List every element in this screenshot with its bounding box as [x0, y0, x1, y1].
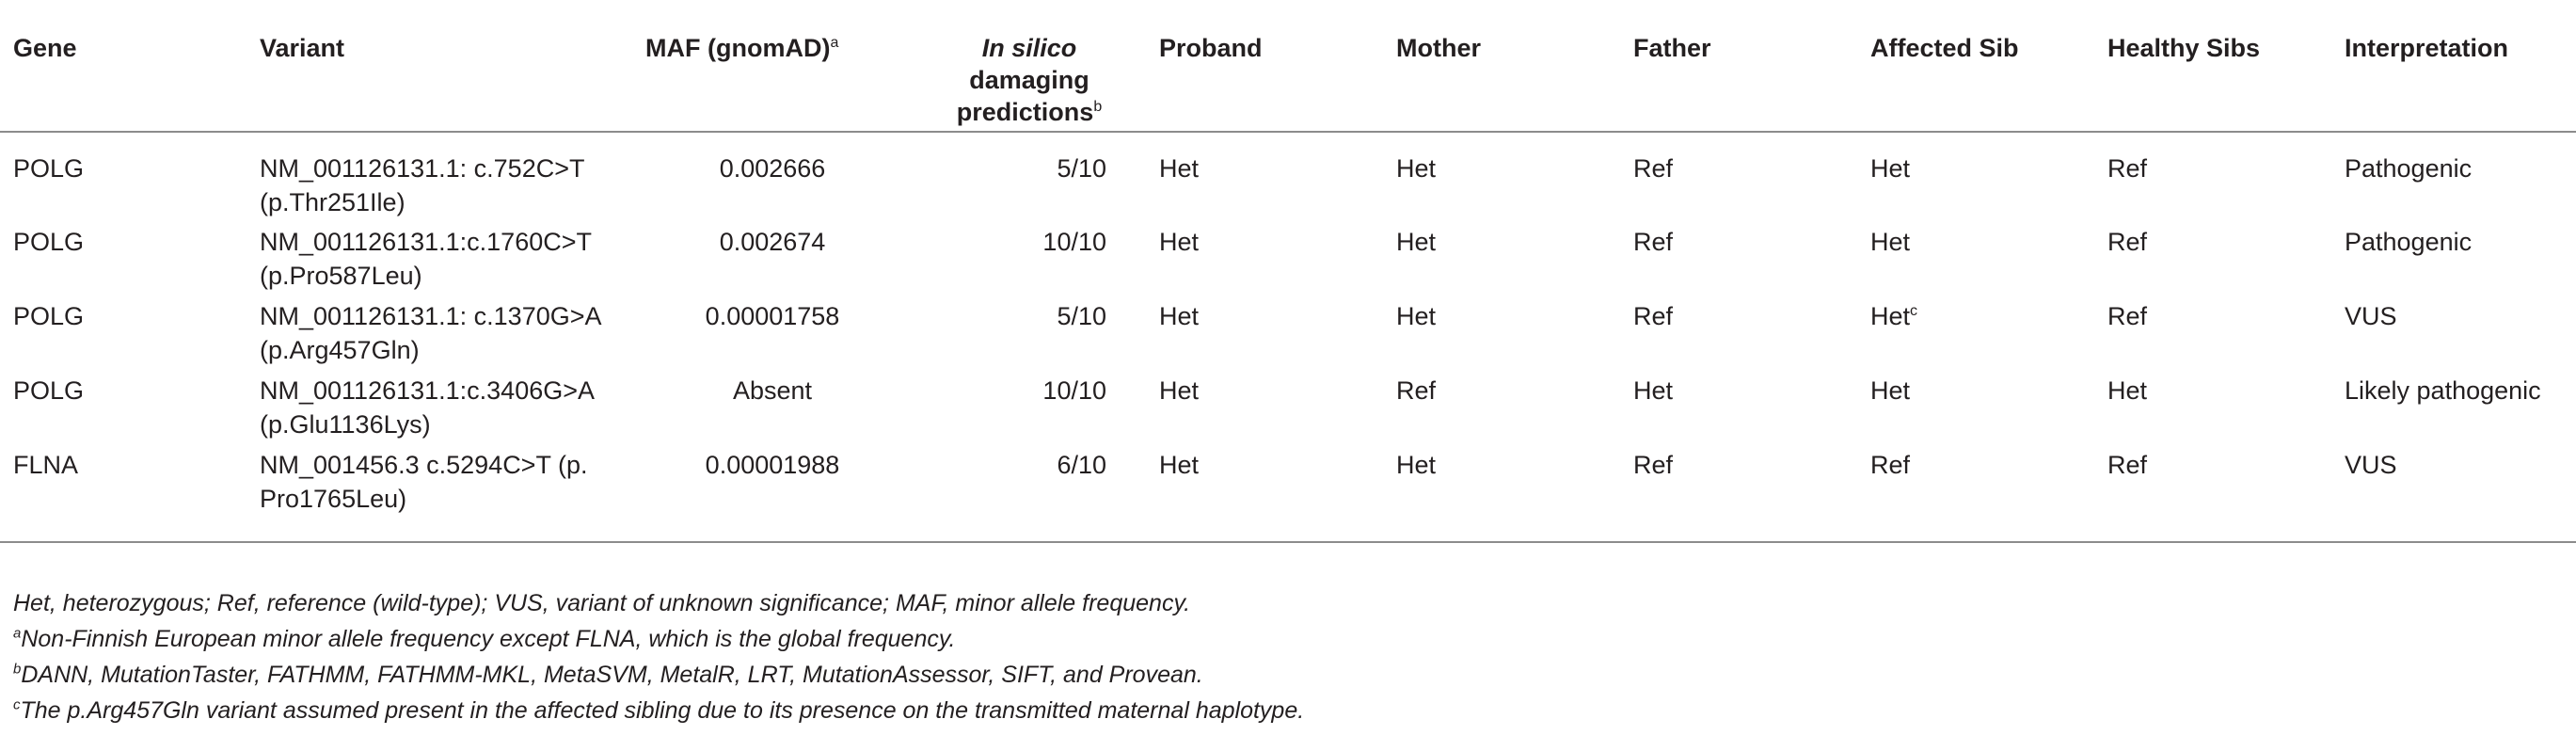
cell-proband: Het: [1159, 376, 1200, 405]
cell-affected-sib: Hetc: [1870, 302, 1918, 330]
table-row: POLG NM_001126131.1: c.752C>T (p.Thr251Il…: [0, 132, 2576, 225]
cell-mother: Het: [1396, 228, 1437, 256]
header-insilico-footnote-mark: b: [1093, 99, 1103, 115]
footnote-c: cThe p.Arg457Gln variant assumed present…: [13, 696, 1305, 724]
header-row: Gene Variant MAF (gnomAD)a In silico dam…: [0, 0, 2576, 133]
table-row: POLG NM_001126131.1:c.3406G>A (p.Glu1136L…: [0, 374, 2576, 448]
table-row: POLG NM_001126131.1:c.1760C>T (p.Pro587Le…: [0, 225, 2576, 299]
cell-insilico: 5/10: [1057, 302, 1106, 330]
cell-maf: 0.00001988: [645, 448, 899, 543]
cell-proband: Het: [1159, 302, 1200, 330]
cell-mother: Ref: [1396, 376, 1437, 405]
cell-insilico: 10/10: [1042, 228, 1106, 256]
cell-interpretation: Pathogenic: [2345, 228, 2473, 256]
cell-affected-sib: Ref: [1870, 448, 2107, 543]
cell-variant: NM_001126131.1:c.3406G>A (p.Glu1136Lys): [260, 376, 596, 439]
cell-healthy-sibs: Ref: [2107, 228, 2148, 256]
header-interpretation: Interpretation: [2345, 0, 2576, 133]
cell-father: Ref: [1633, 228, 1674, 256]
cell-affected-sib: Het: [1870, 228, 1911, 256]
cell-father: Ref: [1633, 302, 1674, 330]
cell-maf: Absent: [732, 376, 813, 405]
variants-table: Gene Variant MAF (gnomAD)a In silico dam…: [0, 0, 2576, 543]
cell-maf: 0.002674: [719, 228, 826, 256]
cell-variant: NM_001126131.1:c.1760C>T (p.Pro587Leu): [260, 228, 592, 290]
cell-father: Ref: [1633, 154, 1674, 183]
table-row: POLG NM_001126131.1: c.1370G>A (p.Arg457G…: [0, 299, 2576, 374]
cell-healthy-sibs: Ref: [2107, 302, 2148, 330]
cell-interpretation: VUS: [2345, 302, 2397, 330]
cell-proband: Het: [1159, 154, 1200, 183]
header-maf-footnote-mark: a: [830, 35, 839, 51]
cell-interpretation: VUS: [2345, 448, 2576, 543]
cell-father: Het: [1633, 376, 1674, 405]
cell-interpretation: Likely pathogenic: [2345, 376, 2541, 405]
header-proband: Proband: [1159, 0, 1396, 133]
header-affected-sib: Affected Sib: [1870, 0, 2107, 133]
header-variant: Variant: [260, 0, 645, 133]
cell-affected-sib: Het: [1870, 376, 1911, 405]
cell-gene: FLNA: [0, 448, 260, 543]
footnote-a: aNon-Finnish European minor allele frequ…: [13, 625, 956, 652]
cell-healthy-sibs: Het: [2107, 376, 2148, 405]
cell-gene: POLG: [13, 228, 85, 256]
cell-mother: Het: [1396, 448, 1633, 543]
cell-mother: Het: [1396, 302, 1437, 330]
header-maf: MAF (gnomAD)a: [645, 0, 899, 133]
cell-insilico: 10/10: [1042, 376, 1106, 405]
cell-insilico: 5/10: [1057, 154, 1106, 183]
table-footnotes: Het, heterozygous; Ref, reference (wild-…: [13, 585, 2553, 728]
cell-healthy-sibs: Ref: [2107, 154, 2148, 183]
affected-sib-footnote-mark: c: [1910, 303, 1918, 319]
cell-variant: NM_001126131.1: c.1370G>A (p.Arg457Gln): [260, 302, 602, 364]
cell-healthy-sibs: Ref: [2107, 448, 2345, 543]
cell-proband: Het: [1159, 448, 1396, 543]
cell-father: Ref: [1633, 448, 1870, 543]
header-healthy-sibs: Healthy Sibs: [2107, 0, 2345, 133]
cell-proband: Het: [1159, 228, 1200, 256]
cell-affected-sib: Het: [1870, 154, 1911, 183]
footnote-abbreviations: Het, heterozygous; Ref, reference (wild-…: [13, 590, 1191, 616]
footnote-b: bDANN, MutationTaster, FATHMM, FATHMM-MK…: [13, 661, 1203, 688]
header-insilico: In silico damaging predictionsb: [899, 0, 1159, 133]
cell-insilico: 6/10: [899, 448, 1159, 543]
cell-variant: NM_001126131.1: c.752C>T (p.Thr251Ile): [260, 154, 585, 216]
cell-maf: 0.00001758: [705, 302, 840, 330]
cell-mother: Het: [1396, 154, 1437, 183]
cell-interpretation: Pathogenic: [2345, 154, 2473, 183]
cell-gene: POLG: [13, 302, 85, 330]
cell-maf: 0.002666: [719, 154, 826, 183]
header-gene: Gene: [0, 0, 260, 133]
cell-gene: POLG: [13, 376, 85, 405]
header-father: Father: [1633, 0, 1870, 133]
cell-gene: POLG: [13, 154, 85, 183]
table-row: FLNA NM_001456.3 c.5294C>T (p. Pro1765Leu…: [0, 448, 2576, 543]
cell-variant: NM_001456.3 c.5294C>T (p. Pro1765Leu): [260, 448, 645, 543]
header-mother: Mother: [1396, 0, 1633, 133]
